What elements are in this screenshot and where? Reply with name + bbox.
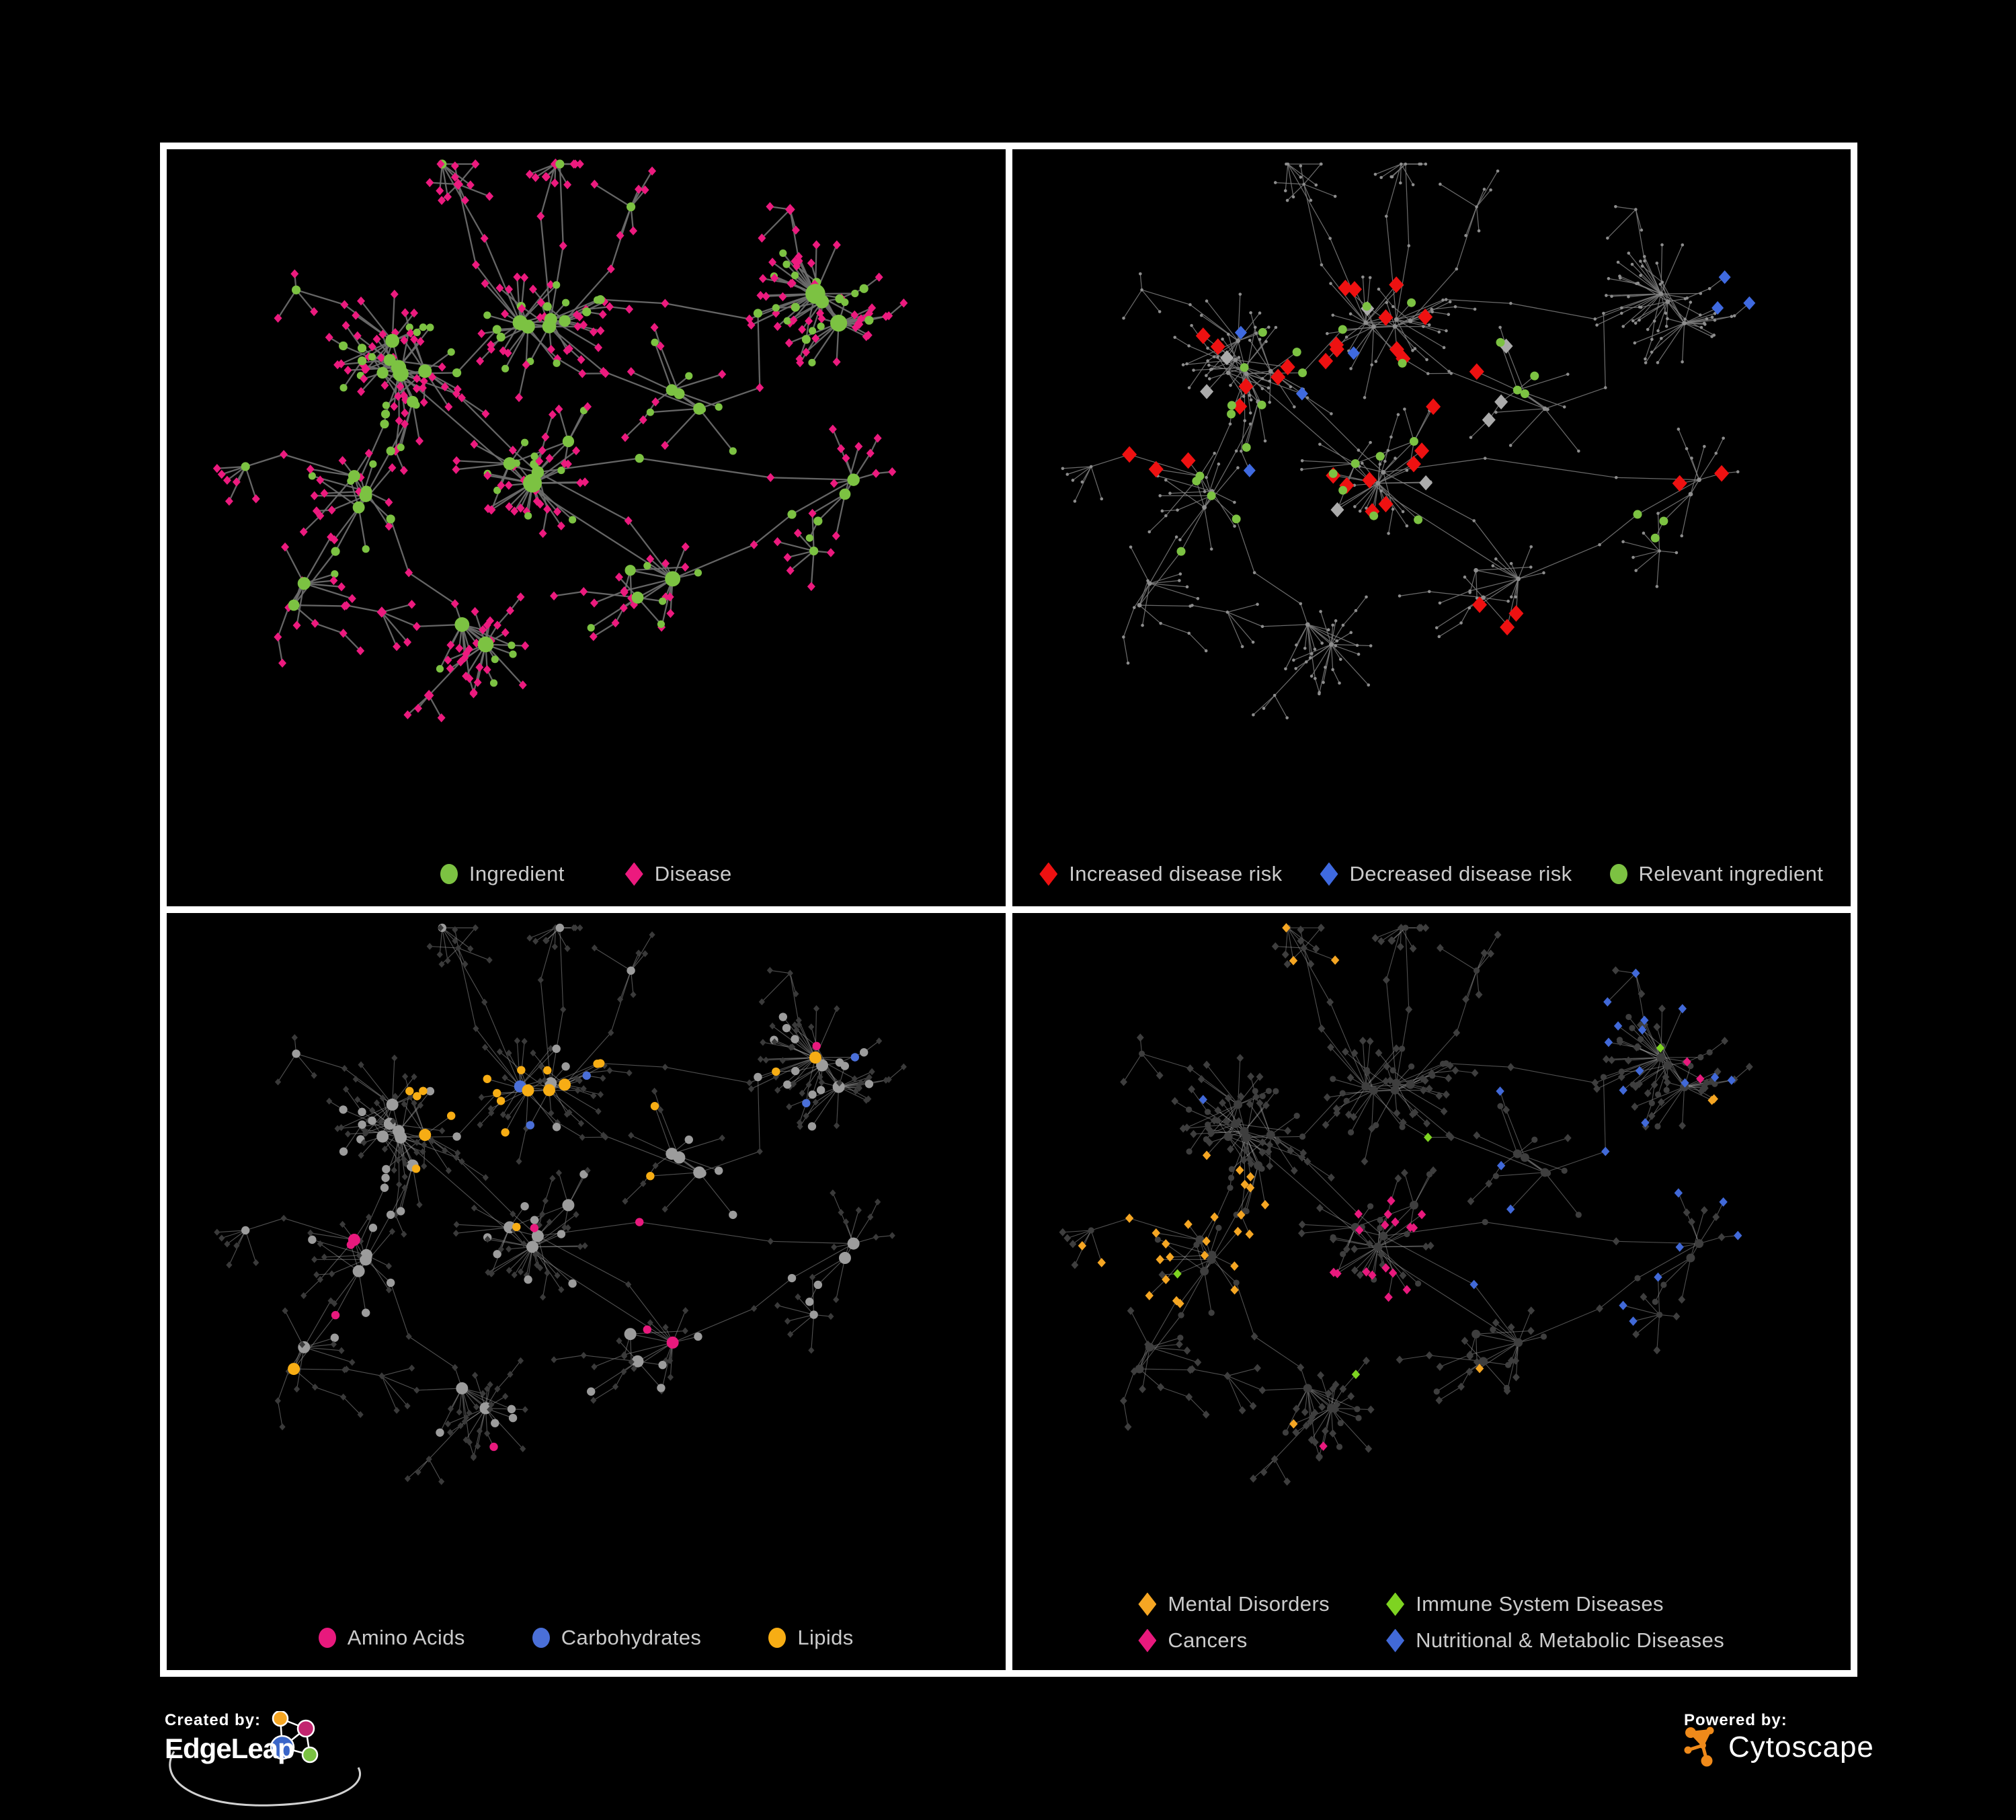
powered-by-label: Powered by: (1684, 1711, 1787, 1729)
edgeleap-brand-name: EdgeLeap (165, 1733, 295, 1764)
diamond-marker-icon (1138, 1628, 1157, 1653)
panel-ingredients-diseases: Ingredient Disease (167, 149, 1006, 906)
circle-marker-icon (1609, 864, 1627, 884)
legend-item-amino-acids: Amino Acids (318, 1626, 465, 1650)
legend-label: Disease (654, 862, 732, 885)
panel-grid: Ingredient Disease Increased disease risk… (160, 143, 1857, 1677)
legend-item-nutritional-metabolic-diseases: Nutritional & Metabolic Diseases (1386, 1628, 1724, 1653)
circle-marker-icon (318, 1628, 336, 1648)
network-graph-nutrient-classes (214, 923, 907, 1485)
circle-marker-icon (768, 1628, 787, 1648)
edgeleap-logo-icon (169, 1711, 361, 1807)
circle-marker-icon (440, 864, 458, 884)
legend-item-cancers: Cancers (1138, 1628, 1330, 1653)
legend-item-ingredient: Ingredient (440, 862, 565, 886)
diamond-marker-icon (1138, 1592, 1157, 1616)
diamond-marker-icon (1320, 862, 1338, 886)
legend-label: Immune System Diseases (1416, 1592, 1664, 1616)
legend-ingredients-diseases: Ingredient Disease (167, 862, 1006, 886)
legend-item-increased-disease-risk: Increased disease risk (1039, 862, 1282, 886)
cytoscape-brand-name: Cytoscape (1728, 1731, 1874, 1764)
legend-label: Mental Disorders (1168, 1592, 1330, 1616)
panel-disease-classes: Mental Disorders Immune System Diseases Ca… (1012, 913, 1851, 1670)
diamond-marker-icon (624, 862, 643, 886)
legend-label: Nutritional & Metabolic Diseases (1416, 1628, 1725, 1652)
legend-label: Carbohydrates (561, 1626, 702, 1649)
created-by-label: Created by: (165, 1711, 261, 1729)
diamond-marker-icon (1386, 1592, 1405, 1616)
circle-marker-icon (532, 1628, 550, 1648)
edgeleap-credit: Created by: EdgeLeap (165, 1711, 420, 1815)
legend-item-relevant-ingredient: Relevant ingredient (1609, 862, 1824, 886)
panel-nutrient-classes: Amino Acids Carbohydrates Lipids (167, 913, 1006, 1670)
legend-disease-classes: Mental Disorders Immune System Diseases Ca… (1012, 1592, 1851, 1653)
legend-item-carbohydrates: Carbohydrates (532, 1626, 702, 1650)
legend-item-decreased-disease-risk: Decreased disease risk (1320, 862, 1572, 886)
legend-item-immune-system-diseases: Immune System Diseases (1386, 1592, 1724, 1616)
diamond-marker-icon (1386, 1628, 1405, 1653)
diamond-marker-icon (1039, 862, 1058, 886)
legend-label: Increased disease risk (1069, 862, 1283, 885)
network-graph-ingredients-diseases (212, 158, 908, 723)
legend-item-lipids: Lipids (768, 1626, 853, 1650)
legend-label: Lipids (797, 1626, 854, 1649)
legend-label: Decreased disease risk (1349, 862, 1572, 885)
legend-label: Cancers (1168, 1628, 1248, 1652)
legend-item-mental-disorders: Mental Disorders (1138, 1592, 1330, 1616)
panel-disease-risk: Increased disease risk Decreased disease … (1012, 149, 1851, 906)
legend-item-disease: Disease (624, 862, 732, 886)
legend-disease-risk: Increased disease risk Decreased disease … (1012, 862, 1851, 886)
legend-label: Ingredient (469, 862, 565, 885)
legend-label: Relevant ingredient (1638, 862, 1824, 885)
cytoscape-credit: Powered by: Cytoscape (1684, 1711, 1980, 1798)
network-graph-disease-classes (1058, 923, 1753, 1486)
legend-label: Amino Acids (347, 1626, 465, 1649)
network-graph-disease-risk (1061, 162, 1755, 719)
legend-nutrient-classes: Amino Acids Carbohydrates Lipids (167, 1626, 1006, 1650)
cytoscape-logo-icon (1684, 1727, 1714, 1767)
